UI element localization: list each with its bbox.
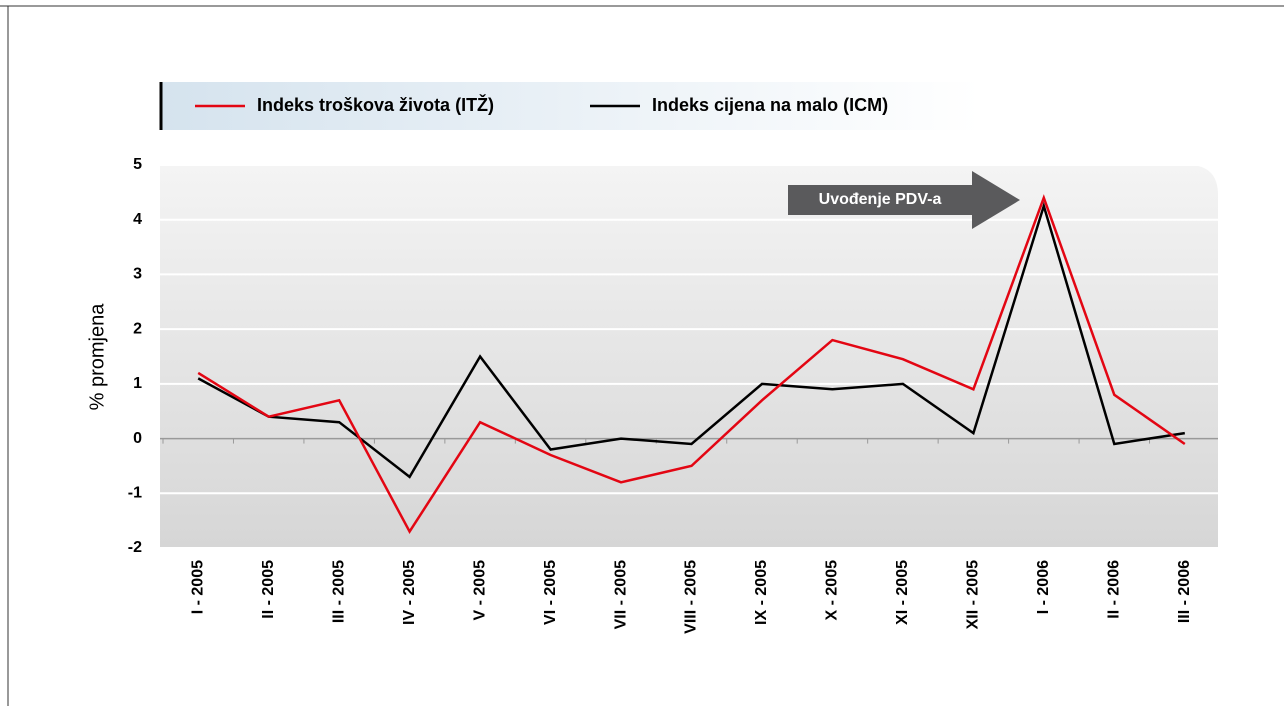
- plot-background: [160, 165, 1218, 548]
- y-tick-label: 4: [133, 211, 142, 228]
- x-tick-label: X - 2005: [824, 560, 841, 621]
- x-tick-label: VIII - 2005: [683, 560, 700, 634]
- x-tick-label: III - 2006: [1176, 560, 1193, 623]
- x-tick-label: II - 2006: [1106, 560, 1123, 619]
- legend-box: [160, 82, 980, 130]
- y-tick-label: 2: [133, 320, 142, 337]
- y-tick-label: 5: [133, 156, 142, 173]
- x-tick-label: XI - 2005: [894, 560, 911, 625]
- annotation-arrow: [788, 171, 1020, 229]
- y-tick-label: 0: [133, 430, 142, 447]
- x-tick-label: III - 2005: [330, 560, 347, 623]
- y-tick-label: 3: [133, 266, 142, 283]
- y-tick-label: 1: [133, 375, 142, 392]
- x-tick-label: V - 2005: [471, 560, 488, 621]
- y-axis-label: % promjena: [86, 303, 108, 411]
- x-tick-label: XII - 2005: [965, 560, 982, 629]
- y-tick-label: -2: [128, 539, 142, 556]
- x-tick-label: VI - 2005: [542, 560, 559, 625]
- legend-label: Indeks troškova života (ITŽ): [257, 94, 494, 115]
- x-tick-label: VII - 2005: [612, 560, 629, 629]
- legend-label: Indeks cijena na malo (ICM): [652, 95, 888, 115]
- y-tick-label: -1: [128, 485, 142, 502]
- x-tick-label: I - 2005: [189, 560, 206, 614]
- x-tick-label: II - 2005: [260, 560, 277, 619]
- x-tick-label: IV - 2005: [401, 560, 418, 625]
- series-line: [197, 201, 1185, 479]
- x-tick-label: I - 2006: [1035, 560, 1052, 614]
- x-tick-label: IX - 2005: [753, 560, 770, 625]
- annotation: Uvođenje PDV-a: [819, 191, 942, 208]
- series-line: [197, 194, 1186, 535]
